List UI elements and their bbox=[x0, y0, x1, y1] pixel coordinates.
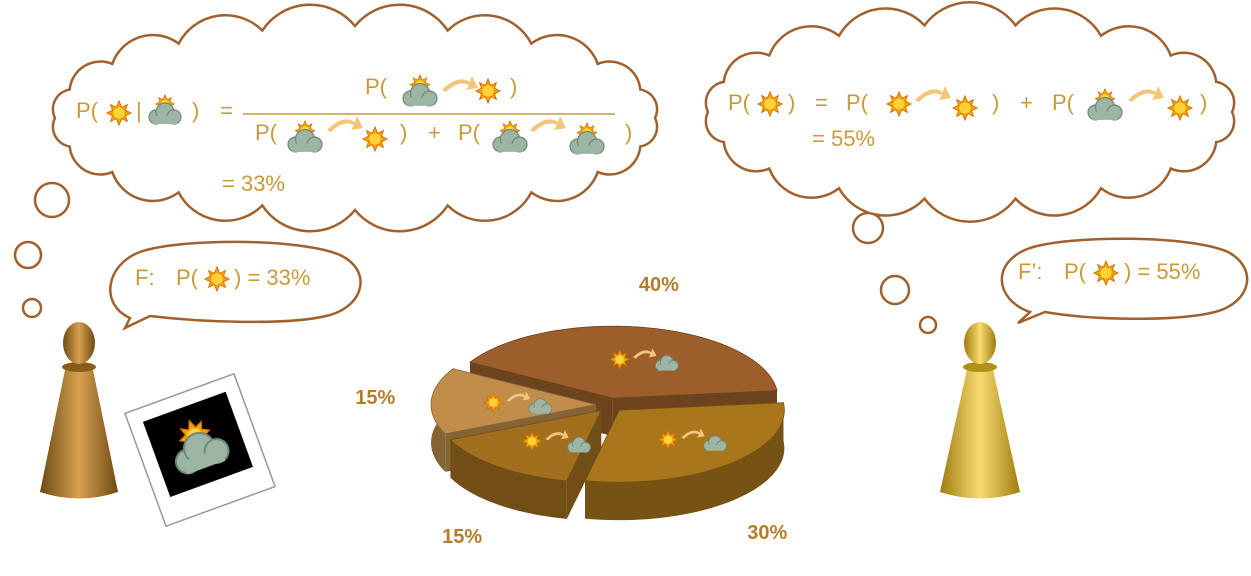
formula-text: = bbox=[220, 98, 233, 123]
thought-dot bbox=[13, 240, 43, 270]
speech-text: P( bbox=[176, 265, 199, 290]
sun-icon bbox=[757, 91, 783, 117]
thought-dot bbox=[918, 315, 938, 335]
sun-icon bbox=[204, 266, 230, 292]
formula-text: = bbox=[815, 90, 828, 115]
speech-text: F: bbox=[135, 265, 155, 290]
pie-chart: 40% 30% 15% 15% bbox=[355, 274, 787, 548]
left-speech: F: P( ) = 33% bbox=[135, 265, 310, 292]
formula-result: = 55% bbox=[812, 126, 875, 151]
right-formula: P( ) = P( ) + P( ) = 55% bbox=[728, 86, 1207, 151]
speech-bubble bbox=[1000, 237, 1249, 325]
formula-text: | bbox=[136, 98, 142, 123]
speech-bubble bbox=[109, 240, 362, 331]
slice-side bbox=[585, 402, 785, 521]
pie-label: 15% bbox=[442, 526, 482, 548]
formula-text: P( bbox=[458, 120, 481, 145]
formula-text: P( bbox=[1052, 90, 1075, 115]
sun-icon bbox=[1167, 95, 1193, 121]
formula-text: + bbox=[428, 120, 441, 145]
formula-text: ) bbox=[192, 98, 199, 123]
sun-icon bbox=[475, 78, 501, 104]
slice-icon bbox=[522, 431, 542, 451]
pie-slice bbox=[430, 368, 597, 435]
sun-icon bbox=[362, 126, 388, 152]
formula-text: ) bbox=[788, 90, 795, 115]
speech-text: ) = 55% bbox=[1124, 259, 1200, 284]
sun-icon bbox=[1093, 260, 1119, 286]
pie-label: 40% bbox=[639, 274, 679, 296]
slice-icon bbox=[610, 349, 630, 370]
pie-slice bbox=[584, 402, 785, 483]
formula-text: P( bbox=[846, 90, 869, 115]
formula-text: P( bbox=[76, 98, 99, 123]
pawn-bronze bbox=[40, 322, 118, 499]
formula-result: = 33% bbox=[222, 171, 285, 196]
formula-text: ) bbox=[400, 120, 407, 145]
right-speech: F’: P( ) = 55% bbox=[1018, 259, 1200, 286]
pie-label: 15% bbox=[355, 387, 395, 409]
pie-label: 30% bbox=[747, 522, 787, 544]
speech-text: P( bbox=[1064, 259, 1087, 284]
pie-slice bbox=[449, 409, 602, 482]
sun-icon bbox=[886, 91, 912, 117]
formula-text: ) bbox=[510, 74, 517, 99]
speech-text: ) = 33% bbox=[234, 265, 310, 290]
thought-cloud bbox=[51, 3, 659, 233]
speech-text: F’: bbox=[1018, 259, 1042, 284]
thought-dot bbox=[33, 181, 71, 219]
formula-text: P( bbox=[728, 90, 751, 115]
formula-text: ) bbox=[625, 120, 632, 145]
bubbles bbox=[13, 1, 1249, 335]
thought-dot bbox=[879, 274, 911, 306]
sun-icon bbox=[952, 95, 978, 121]
thought-dot bbox=[21, 297, 43, 319]
slice-icon bbox=[658, 429, 678, 450]
formula-text: P( bbox=[365, 74, 388, 99]
slice-icon bbox=[483, 392, 504, 413]
sun-icon bbox=[106, 100, 132, 126]
photo bbox=[124, 372, 276, 528]
formula-text: ) bbox=[992, 90, 999, 115]
pawn-gold bbox=[940, 322, 1020, 499]
formula-text: + bbox=[1020, 90, 1033, 115]
formula-text: P( bbox=[255, 120, 278, 145]
left-formula: P( | ) = P( ) P( ) + P( ) = 33% bbox=[76, 74, 632, 196]
thought-dot bbox=[851, 211, 885, 245]
formula-text: ) bbox=[1200, 90, 1207, 115]
